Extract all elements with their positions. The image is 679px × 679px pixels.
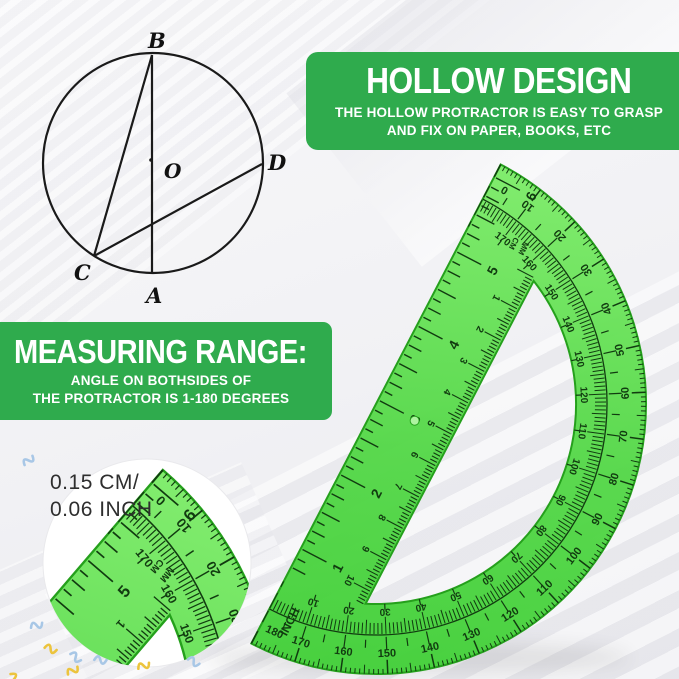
hollow-design-subtitle: THE HOLLOW PROTRACTOR IS EASY TO GRASP A…: [306, 104, 679, 140]
hollow-design-banner: HOLLOW DESIGN THE HOLLOW PROTRACTOR IS E…: [306, 52, 679, 150]
diagram-chord-CD: [93, 163, 263, 257]
diagram-label-C: C: [74, 260, 91, 285]
hollow-design-line2: AND FIX ON PAPER, BOOKS, ETC: [386, 123, 612, 139]
measuring-range-line2: THE PROTRACTOR IS 1-180 DEGREES: [32, 391, 290, 407]
measuring-range-subtitle: ANGLE ON BOTHSIDES OF THE PROTRACTOR IS …: [0, 372, 332, 408]
hollow-design-line1: THE HOLLOW PROTRACTOR IS EASY TO GRASP: [335, 105, 663, 120]
diagram-label-B: B: [147, 28, 166, 53]
detail-callout: 0.15 CM/ 0.06 INCH: [50, 469, 153, 524]
detail-callout-line2: 0.06 INCH: [50, 498, 153, 522]
protractor-main: [250, 163, 679, 679]
detail-callout-line1: 0.15 CM/: [50, 471, 140, 494]
diagram-chord-BC: [92, 54, 154, 257]
diagram-label-D: D: [267, 150, 287, 175]
diagram-center-dot: [149, 158, 153, 162]
diagram-label-O: O: [164, 159, 182, 183]
diagram-circle: [41, 51, 265, 275]
measuring-range-banner: MEASURING RANGE: ANGLE ON BOTHSIDES OF T…: [0, 322, 332, 420]
hollow-design-title: HOLLOW DESIGN: [366, 60, 632, 101]
measuring-range-title: MEASURING RANGE:: [14, 333, 308, 370]
circle-geometry-diagram: B O D C A: [41, 28, 287, 308]
diagram-label-A: A: [144, 283, 162, 308]
measuring-range-line1: ANGLE ON BOTHSIDES OF: [70, 373, 252, 388]
